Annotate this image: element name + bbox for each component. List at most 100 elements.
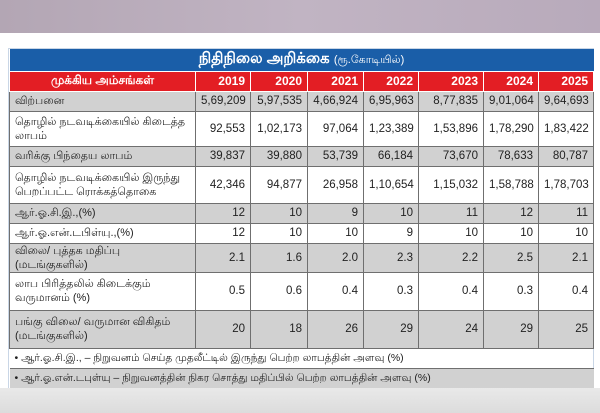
header-year: 2024 <box>483 70 539 92</box>
cell-value: 4,66,924 <box>307 90 364 112</box>
cell-value: 0.4 <box>418 271 484 311</box>
cell-value: 26,958 <box>307 165 364 204</box>
table-row: ஆர்.ஓ.சி.இ.,(%) 12 10 9 10 11 12 11 <box>9 202 595 224</box>
table-row: வரிக்கு பிந்தைய லாபம் 39,837 39,880 53,739 6… <box>9 145 595 167</box>
bottom-band <box>0 388 600 413</box>
title-text: நிதிநிலை அறிக்கை <box>198 50 330 68</box>
header-year: 2020 <box>250 70 308 92</box>
table-row: தொழில் நடவடிக்கையில் கிடைத்த லாபம் 92,553… <box>9 110 595 147</box>
cell-value: 10 <box>250 202 308 224</box>
cell-value: 2.2 <box>418 242 484 273</box>
cell-value: 97,064 <box>307 110 364 147</box>
cell-value: 26 <box>307 309 364 349</box>
cell-value: 39,837 <box>195 145 251 167</box>
footnote: • ஆர்.ஓ.சி.இ., – நிறுவனம் செய்த முதலீட்ட… <box>9 347 594 369</box>
cell-value: 0.3 <box>363 271 419 311</box>
cell-value: 0.6 <box>250 271 308 311</box>
cell-value: 1,78,703 <box>537 165 595 204</box>
row-label: தொழில் நடவடிக்கையில் கிடைத்த லாபம் <box>9 110 196 147</box>
cell-value: 9,01,064 <box>483 90 539 112</box>
cell-value: 10 <box>250 222 308 244</box>
cell-value: 94,877 <box>250 165 308 204</box>
cell-value: 1,10,654 <box>363 165 419 204</box>
footnote-row: • ஆர்.ஓ.சி.இ., – நிறுவனம் செய்த முதலீட்ட… <box>9 347 594 369</box>
cell-value: 10 <box>307 222 364 244</box>
footnote: • ஆர்.ஓ.என்.டபுள்யு – நிறுவனத்தின் நிகர … <box>9 367 594 389</box>
cell-value: 5,69,209 <box>195 90 251 112</box>
cell-value: 2.5 <box>483 242 539 273</box>
cell-value: 12 <box>195 222 251 244</box>
row-label: வரிக்கு பிந்தைய லாபம் <box>9 145 196 167</box>
cell-value: 2.1 <box>537 242 595 273</box>
cell-value: 1,15,032 <box>418 165 484 204</box>
row-label: ஆர்.ஓ.என்.டபிள்யு.,(%) <box>9 222 196 244</box>
row-label: தொழில் நடவடிக்கையில் இருந்து பெறப்பட்ட ர… <box>9 165 196 204</box>
cell-value: 73,670 <box>418 145 484 167</box>
cell-value: 12 <box>483 202 539 224</box>
cell-value: 2.3 <box>363 242 419 273</box>
table-row: பங்கு விலை/ வருமான விகிதம் (மடங்குகளில்)… <box>9 309 595 349</box>
row-label: பங்கு விலை/ வருமான விகிதம் (மடங்குகளில்) <box>9 309 196 349</box>
cell-value: 11 <box>537 202 595 224</box>
cell-value: 1,83,422 <box>537 110 595 147</box>
table-row: விலை/ புத்தக மதிப்பு (மடங்குகளில்) 2.1 1.6… <box>9 242 595 273</box>
row-label: லாப பிரித்தலில் கிடைக்கும் வருமானம் (%) <box>9 271 196 311</box>
cell-value: 0.4 <box>537 271 595 311</box>
cell-value: 0.4 <box>307 271 364 311</box>
financial-table: நிதிநிலை அறிக்கை (ரூ.கோடியில்) முக்கிய அ… <box>9 49 595 389</box>
cell-value: 0.3 <box>483 271 539 311</box>
cell-value: 1,23,389 <box>363 110 419 147</box>
header-year: 2023 <box>418 70 484 92</box>
cell-value: 29 <box>483 309 539 349</box>
cell-value: 9 <box>363 222 419 244</box>
cell-value: 25 <box>537 309 595 349</box>
cell-value: 10 <box>418 222 484 244</box>
unit-text: (ரூ.கோடியில்) <box>333 54 405 67</box>
header-year: 2019 <box>195 70 251 92</box>
table-row: ஆர்.ஓ.என்.டபிள்யு.,(%) 12 10 10 9 10 10 10 <box>9 222 595 244</box>
cell-value: 5,97,535 <box>250 90 308 112</box>
cell-value: 10 <box>363 202 419 224</box>
table-row: தொழில் நடவடிக்கையில் இருந்து பெறப்பட்ட ர… <box>9 165 595 204</box>
table-row: லாப பிரித்தலில் கிடைக்கும் வருமானம் (%) 0… <box>9 271 595 311</box>
cell-value: 0.5 <box>195 271 251 311</box>
header-year: 2021 <box>307 70 364 92</box>
cell-value: 1.6 <box>250 242 308 273</box>
cell-value: 39,880 <box>250 145 308 167</box>
footnote-row: • ஆர்.ஓ.என்.டபுள்யு – நிறுவனத்தின் நிகர … <box>9 367 594 389</box>
cell-value: 9,64,693 <box>537 90 595 112</box>
row-label: விற்பனை <box>9 90 196 112</box>
financial-table-panel: நிதிநிலை அறிக்கை (ரூ.கோடியில்) முக்கிய அ… <box>8 48 595 390</box>
cell-value: 1,78,290 <box>483 110 539 147</box>
cell-value: 10 <box>483 222 539 244</box>
cell-value: 18 <box>250 309 308 349</box>
header-year: 2022 <box>363 70 419 92</box>
row-label: ஆர்.ஓ.சி.இ.,(%) <box>9 202 196 224</box>
cell-value: 1,53,896 <box>418 110 484 147</box>
cell-value: 24 <box>418 309 484 349</box>
cell-value: 80,787 <box>537 145 595 167</box>
cell-value: 12 <box>195 202 251 224</box>
cell-value: 78,633 <box>483 145 539 167</box>
cell-value: 10 <box>537 222 595 244</box>
cell-value: 20 <box>195 309 251 349</box>
cell-value: 2.1 <box>195 242 251 273</box>
row-label: விலை/ புத்தக மதிப்பு (மடங்குகளில்) <box>9 242 196 273</box>
cell-value: 53,739 <box>307 145 364 167</box>
cell-value: 42,346 <box>195 165 251 204</box>
cell-value: 1,02,173 <box>250 110 308 147</box>
cell-value: 66,184 <box>363 145 419 167</box>
cell-value: 8,77,835 <box>418 90 484 112</box>
cell-value: 1,58,788 <box>483 165 539 204</box>
cell-value: 2.0 <box>307 242 364 273</box>
cell-value: 92,553 <box>195 110 251 147</box>
table-title: நிதிநிலை அறிக்கை (ரூ.கோடியில்) <box>9 49 594 71</box>
cell-value: 9 <box>307 202 364 224</box>
table-row: விற்பனை 5,69,209 5,97,535 4,66,924 6,95,963 8… <box>9 90 595 112</box>
cell-value: 6,95,963 <box>363 90 419 112</box>
header-label: முக்கிய அம்சங்கள் <box>9 70 196 92</box>
cell-value: 29 <box>363 309 419 349</box>
header-year: 2025 <box>537 70 595 92</box>
cell-value: 11 <box>418 202 484 224</box>
top-banner <box>0 0 600 33</box>
